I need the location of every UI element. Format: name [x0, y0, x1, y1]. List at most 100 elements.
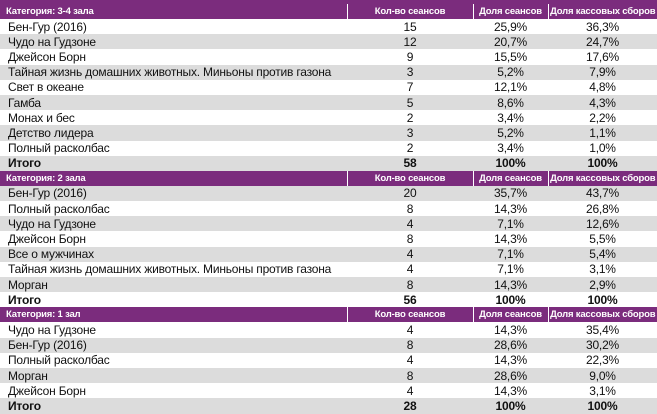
- category-header-row: Категория: 1 зал Кол-во сеансов Доля сеанс…: [0, 307, 657, 323]
- sessions-share: 14,3%: [493, 353, 528, 368]
- total-sessions: 58: [347, 155, 473, 171]
- box-office-share: 30,2%: [548, 337, 657, 353]
- sessions-count: 8: [347, 277, 473, 293]
- total-sessions-share: 100%: [473, 155, 548, 171]
- film-title: Чудо на Гудзоне: [0, 216, 347, 232]
- sessions-count: 12: [347, 34, 473, 50]
- table-row: Морган 8 14,3% 2,9%: [0, 277, 657, 293]
- sessions-share: 7,1%: [497, 262, 524, 277]
- film-title: Джейсон Борн: [8, 383, 86, 398]
- sessions-count: 3: [347, 64, 473, 80]
- film-title: Полный расколбас: [8, 141, 110, 156]
- total-row: Итого 28 100% 100%: [0, 398, 657, 414]
- total-box-office-share: 100%: [548, 398, 657, 414]
- sessions-count: 2: [406, 141, 414, 156]
- total-sessions: 56: [403, 292, 417, 307]
- sessions-share: 5,2%: [473, 125, 548, 141]
- film-title: Тайная жизнь домашних животных. Миньоны …: [0, 64, 347, 80]
- total-row: Итого 56 100% 100%: [0, 292, 657, 307]
- table-row: Полный расколбас 4 14,3% 22,3%: [0, 353, 657, 368]
- film-title: Полный расколбас: [8, 201, 110, 216]
- film-title: Бен-Гур (2016): [0, 337, 347, 353]
- sessions-share: 25,9%: [493, 19, 528, 34]
- box-office-share: 12,6%: [548, 216, 657, 232]
- sessions-share: 14,3%: [493, 201, 528, 216]
- box-office-share: 4,8%: [589, 80, 616, 95]
- sessions-count: 4: [406, 262, 414, 277]
- total-row: Итого 58 100% 100%: [0, 155, 657, 171]
- table-row: Тайная жизнь домашних животных. Миньоны …: [0, 262, 657, 277]
- category-header-row: Категория: 3-4 зала Кол-во сеансов Доля се…: [0, 4, 657, 19]
- column-header: Кол-во сеансов: [346, 170, 473, 186]
- box-office-share: 9,0%: [548, 367, 657, 384]
- sessions-share: 14,3%: [473, 277, 548, 293]
- sessions-count: 8: [347, 367, 473, 384]
- film-title: Джейсон Борн: [8, 232, 86, 247]
- box-office-share: 5,4%: [548, 246, 657, 262]
- column-header: Доля сеансов: [472, 4, 548, 19]
- sessions-share: 14,3%: [493, 322, 528, 337]
- box-office-share: 4,3%: [548, 94, 657, 111]
- sessions-count: 4: [406, 353, 414, 368]
- table-row: Полный расколбас 8 14,3% 26,8%: [0, 201, 657, 216]
- box-office-share: 26,8%: [585, 201, 620, 216]
- box-office-share: 17,6%: [585, 49, 620, 64]
- table-row: Свет в океане 7 12,1% 4,8%: [0, 80, 657, 95]
- table-row: Полный расколбас 2 3,4% 1,0%: [0, 141, 657, 156]
- sessions-count: 4: [406, 322, 414, 337]
- film-title: Тайная жизнь домашних животных. Миньоны …: [8, 262, 332, 277]
- sessions-count: 2: [406, 110, 414, 125]
- table-row: Все о мужчинах 4 7,1% 5,4%: [0, 246, 657, 262]
- sessions-share: 20,7%: [473, 34, 548, 50]
- column-header: Доля кассовых сборов: [547, 170, 657, 186]
- total-label: Итого: [8, 292, 41, 307]
- film-title: Чудо на Гудзоне: [8, 322, 96, 337]
- table-row: Гамба 5 8,6% 4,3%: [0, 94, 657, 111]
- film-title: Бен-Гур (2016): [0, 185, 347, 202]
- sessions-count: 20: [347, 185, 473, 202]
- table-row: Тайная жизнь домашних животных. Миньоны …: [0, 64, 657, 80]
- sessions-count: 8: [406, 232, 414, 247]
- film-title: Свет в океане: [8, 80, 84, 95]
- table-row: Чудо на Гудзоне 4 14,3% 35,4%: [0, 322, 657, 337]
- box-office-share: 3,1%: [589, 383, 616, 398]
- film-title: Морган: [0, 277, 347, 293]
- column-header: Кол-во сеансов: [346, 307, 473, 323]
- total-box-office-share: 100%: [587, 292, 618, 307]
- table-row: Джейсон Борн 4 14,3% 3,1%: [0, 383, 657, 398]
- sessions-share: 3,4%: [497, 141, 524, 156]
- film-title: Морган: [0, 367, 347, 384]
- table-row: Детство лидера 3 5,2% 1,1%: [0, 125, 657, 141]
- sessions-count: 5: [347, 94, 473, 111]
- column-header: Доля сеансов: [472, 307, 548, 323]
- top-border: [0, 0, 657, 4]
- box-office-share: 2,9%: [548, 277, 657, 293]
- film-title: Джейсон Борн: [8, 49, 86, 64]
- sessions-share: 7,1%: [473, 216, 548, 232]
- box-office-share: 35,4%: [585, 322, 620, 337]
- sessions-share: 14,3%: [493, 383, 528, 398]
- sessions-share: 15,5%: [493, 49, 528, 64]
- sessions-share: 5,2%: [473, 64, 548, 80]
- sessions-share: 28,6%: [473, 367, 548, 384]
- film-title: Бен-Гур (2016): [8, 19, 87, 34]
- sessions-table: Категория: 3-4 зала Кол-во сеансов Доля се…: [0, 4, 657, 414]
- category-header-row: Категория: 2 зала Кол-во сеансов Доля сеан…: [0, 170, 657, 186]
- box-office-share: 3,1%: [589, 262, 616, 277]
- sessions-count: 15: [403, 19, 417, 34]
- sessions-share: 8,6%: [473, 94, 548, 111]
- total-box-office-share: 100%: [548, 155, 657, 171]
- box-office-share: 36,3%: [585, 19, 620, 34]
- column-header: Кол-во сеансов: [346, 4, 473, 19]
- sessions-share: 3,4%: [497, 110, 524, 125]
- category-label: Категория: 3-4 зала: [0, 4, 347, 19]
- box-office-share: 2,2%: [589, 110, 616, 125]
- box-office-share: 5,5%: [589, 232, 616, 247]
- sessions-count: 3: [347, 125, 473, 141]
- box-office-share: 1,0%: [589, 141, 616, 156]
- sessions-count: 7: [406, 80, 414, 95]
- table-row: Бен-Гур (2016) 15 25,9% 36,3%: [0, 19, 657, 34]
- box-office-share: 43,7%: [548, 185, 657, 202]
- sessions-count: 8: [406, 201, 414, 216]
- sessions-share: 35,7%: [473, 185, 548, 202]
